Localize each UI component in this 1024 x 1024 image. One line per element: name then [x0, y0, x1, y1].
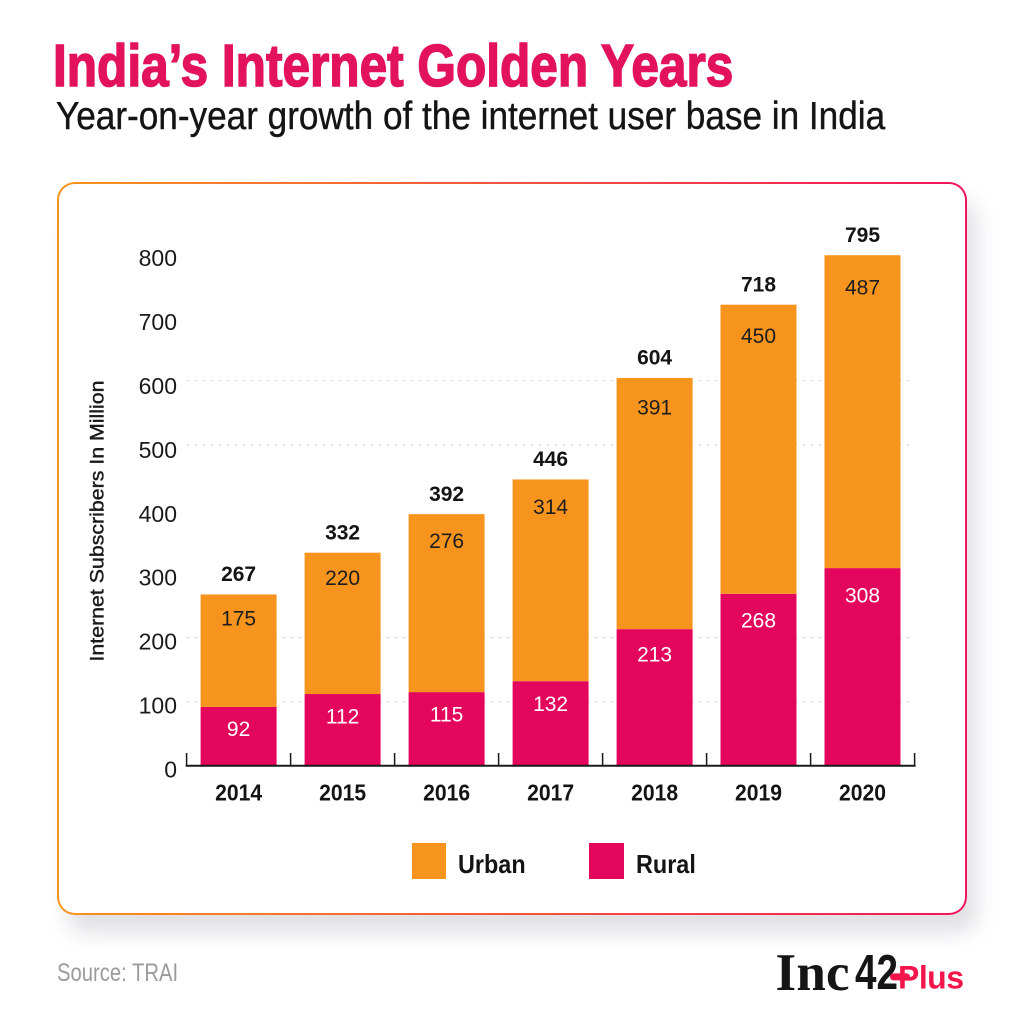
svg-text:446: 446 — [533, 448, 568, 471]
svg-text:392: 392 — [429, 483, 464, 506]
svg-text:600: 600 — [139, 373, 177, 399]
svg-text:450: 450 — [741, 325, 776, 348]
svg-text:400: 400 — [139, 501, 177, 527]
svg-text:795: 795 — [845, 224, 880, 247]
svg-text:Internet Subscribers In Millio: Internet Subscribers In Million — [88, 381, 109, 662]
svg-text:487: 487 — [845, 276, 880, 299]
svg-text:2020: 2020 — [839, 779, 886, 805]
svg-text:267: 267 — [221, 563, 256, 586]
svg-text:175: 175 — [221, 608, 256, 631]
svg-text:200: 200 — [139, 629, 177, 655]
svg-text:700: 700 — [139, 309, 177, 335]
svg-text:42: 42 — [855, 946, 898, 1000]
svg-text:2016: 2016 — [423, 779, 470, 805]
svg-text:2019: 2019 — [735, 779, 782, 805]
svg-text:112: 112 — [326, 706, 359, 729]
svg-text:332: 332 — [325, 521, 360, 544]
svg-text:115: 115 — [430, 704, 463, 727]
svg-text:213: 213 — [637, 643, 672, 666]
svg-text:Inc: Inc — [776, 944, 850, 1000]
svg-text:2015: 2015 — [319, 779, 366, 805]
svg-text:100: 100 — [139, 693, 177, 719]
svg-text:2017: 2017 — [527, 779, 574, 805]
svg-text:391: 391 — [637, 397, 672, 420]
svg-text:308: 308 — [845, 585, 880, 608]
svg-text:268: 268 — [741, 609, 776, 632]
svg-text:718: 718 — [741, 273, 776, 296]
svg-text:92: 92 — [227, 718, 250, 741]
svg-text:132: 132 — [533, 693, 568, 716]
svg-text:604: 604 — [637, 347, 672, 370]
svg-text:276: 276 — [429, 530, 464, 553]
svg-text:2014: 2014 — [215, 779, 262, 805]
svg-text:Plus: Plus — [898, 960, 964, 996]
svg-text:0: 0 — [164, 756, 177, 782]
svg-text:300: 300 — [139, 565, 177, 591]
svg-text:800: 800 — [139, 245, 177, 271]
svg-text:220: 220 — [325, 567, 360, 590]
svg-text:2018: 2018 — [631, 779, 678, 805]
svg-text:314: 314 — [533, 496, 568, 519]
svg-text:500: 500 — [139, 437, 177, 463]
